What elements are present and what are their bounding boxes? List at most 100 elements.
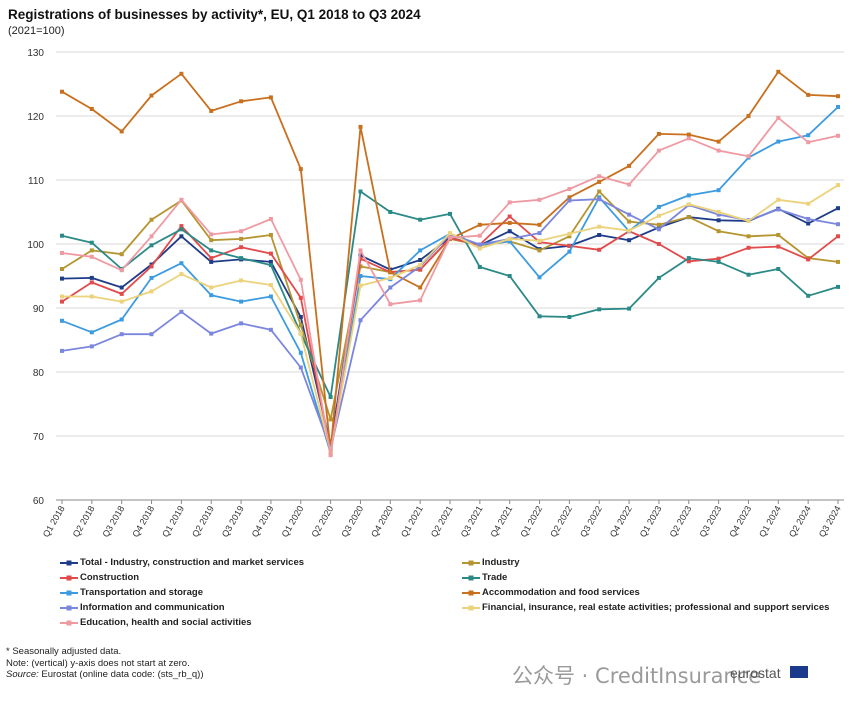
data-point xyxy=(388,270,393,275)
data-point xyxy=(179,227,184,232)
data-point xyxy=(716,212,721,217)
y-tick-label: 130 xyxy=(27,48,44,59)
data-point xyxy=(268,294,273,299)
data-point xyxy=(179,197,184,202)
x-tick-label: Q2 2022 xyxy=(548,504,574,539)
legend-label: Trade xyxy=(482,572,508,583)
y-tick-label: 80 xyxy=(33,368,45,379)
y-tick-label: 110 xyxy=(28,176,44,187)
x-tick-label: Q4 2021 xyxy=(488,504,514,539)
data-point xyxy=(89,248,94,253)
y-tick-label: 90 xyxy=(33,304,45,315)
legend-swatch xyxy=(60,605,78,611)
data-point xyxy=(209,248,214,253)
data-point xyxy=(209,259,214,264)
data-point xyxy=(507,229,512,234)
data-point xyxy=(656,213,661,218)
source-label: Source: xyxy=(6,669,39,680)
data-point xyxy=(537,197,542,202)
data-point xyxy=(507,274,512,278)
data-point xyxy=(358,189,363,194)
data-point xyxy=(656,275,661,280)
legend-swatch xyxy=(462,605,480,611)
data-point xyxy=(89,280,94,285)
source-text: Eurostat (online data code: (sts_rb_q)) xyxy=(38,669,204,680)
data-point xyxy=(836,133,840,138)
series-line xyxy=(61,117,839,457)
y-tick-label: 60 xyxy=(33,496,45,507)
data-point xyxy=(209,331,214,336)
legend-swatch xyxy=(60,620,78,626)
data-point xyxy=(776,244,781,249)
x-tick-label: Q2 2019 xyxy=(190,504,216,539)
data-point xyxy=(328,417,333,422)
data-point xyxy=(686,193,691,198)
data-point xyxy=(627,182,632,187)
note-seasonal: * Seasonally adjusted data. xyxy=(6,646,122,657)
data-point xyxy=(60,299,64,304)
x-tick-label: Q3 2018 xyxy=(100,504,126,539)
data-point xyxy=(298,350,303,355)
data-point xyxy=(656,227,661,232)
x-tick-label: Q4 2019 xyxy=(250,504,276,539)
data-point xyxy=(507,214,512,219)
data-point xyxy=(716,229,721,234)
data-point xyxy=(656,242,661,246)
data-point xyxy=(567,315,572,319)
data-point xyxy=(776,115,781,120)
data-point xyxy=(358,256,363,261)
data-point xyxy=(358,283,363,288)
data-point xyxy=(328,395,333,399)
data-point xyxy=(746,272,751,277)
data-point xyxy=(448,235,452,240)
y-tick-label: 100 xyxy=(27,240,44,251)
y-tick-label: 70 xyxy=(33,432,45,443)
x-tick-label: Q2 2018 xyxy=(71,504,97,539)
data-point xyxy=(89,344,94,349)
data-point xyxy=(298,167,303,172)
data-point xyxy=(627,212,632,217)
data-point xyxy=(418,258,423,262)
note-axis: Note: (vertical) y-axis does not start a… xyxy=(6,657,190,669)
x-tick-label: Q4 2023 xyxy=(727,504,753,539)
data-point xyxy=(239,256,244,261)
data-point xyxy=(597,307,602,312)
x-tick-label: Q2 2020 xyxy=(309,504,335,539)
data-point xyxy=(477,246,482,251)
data-point xyxy=(776,233,781,237)
data-point xyxy=(60,267,64,271)
data-point xyxy=(537,248,542,253)
data-point xyxy=(268,95,273,100)
data-point xyxy=(597,233,602,237)
data-point xyxy=(836,105,840,109)
data-point xyxy=(149,275,154,280)
x-tick-label: Q3 2020 xyxy=(339,504,365,539)
legend-label: Industry xyxy=(482,557,520,568)
data-point xyxy=(836,94,840,99)
data-point xyxy=(418,298,423,303)
data-point xyxy=(119,285,124,290)
data-point xyxy=(716,139,721,144)
data-point xyxy=(298,331,303,336)
data-point xyxy=(627,306,632,311)
data-point xyxy=(806,221,811,226)
x-tick-label: Q1 2024 xyxy=(757,504,783,539)
eu-flag-icon xyxy=(790,666,808,678)
data-point xyxy=(806,217,811,221)
data-point xyxy=(686,132,691,137)
data-point xyxy=(388,285,393,290)
data-point xyxy=(89,294,94,299)
data-point xyxy=(60,89,64,94)
data-point xyxy=(358,274,363,278)
data-point xyxy=(686,256,691,261)
data-point xyxy=(567,187,572,191)
data-point xyxy=(746,114,751,118)
data-point xyxy=(89,107,94,111)
x-tick-label: Q3 2022 xyxy=(578,504,604,539)
data-point xyxy=(358,264,363,269)
data-point xyxy=(836,234,840,239)
data-point xyxy=(268,327,273,332)
data-point xyxy=(149,234,154,239)
data-point xyxy=(597,179,602,184)
data-point xyxy=(179,309,184,314)
